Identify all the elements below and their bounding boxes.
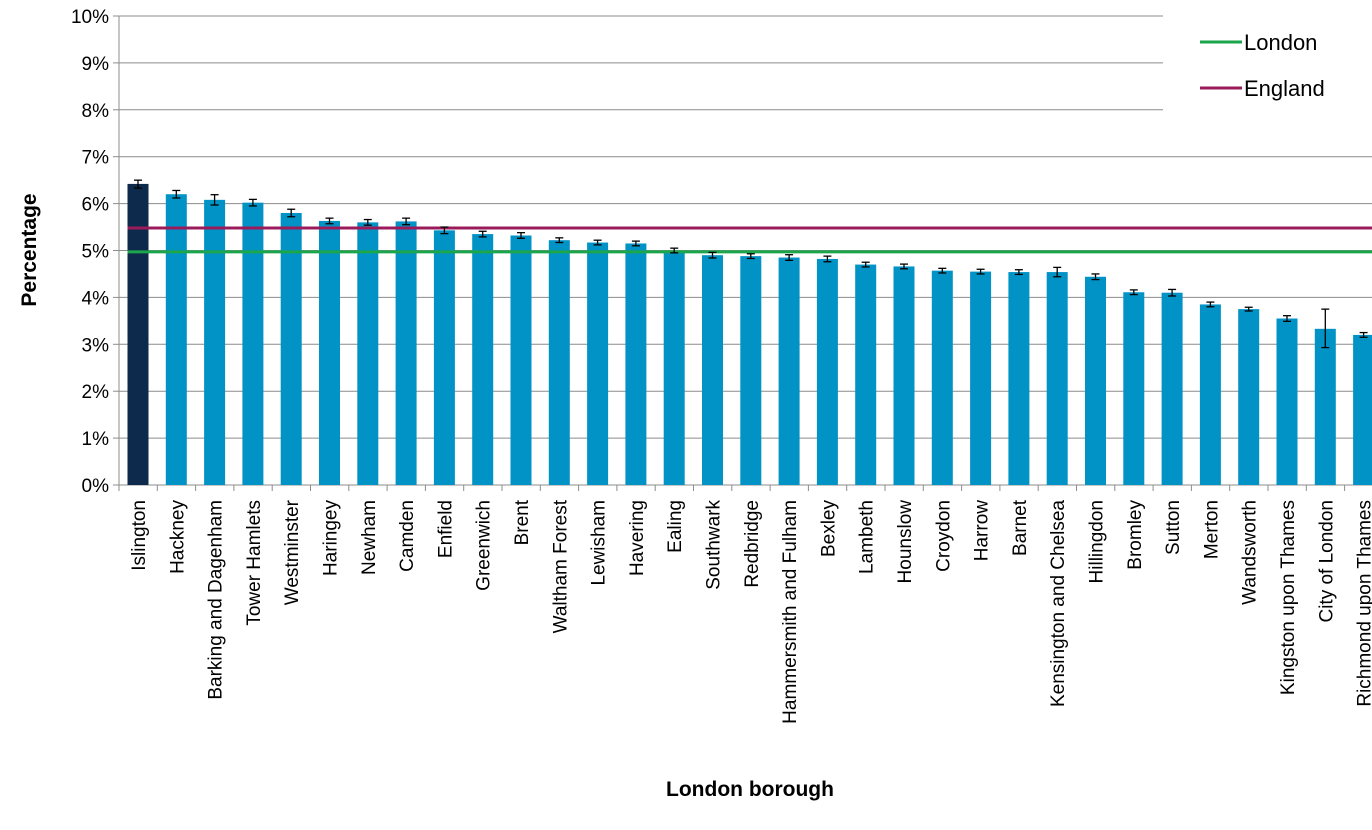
legend-label-london: London: [1244, 30, 1317, 55]
x-tick-label-westminster: Westminster: [282, 499, 303, 605]
x-tick-label-redbridge: Redbridge: [742, 500, 763, 588]
x-tick-label-hackney: Hackney: [167, 500, 188, 574]
y-tick-label: 4%: [82, 288, 110, 309]
y-tick-label: 1%: [82, 429, 110, 450]
x-tick-label-kensington-and-chelsea: Kensington and Chelsea: [1048, 500, 1069, 707]
x-tick-label-wandsworth: Wandsworth: [1240, 500, 1261, 605]
bar-barking-and-dagenham: [204, 200, 225, 485]
x-tick-label-richmond-upon-thames: Richmond upon Thames: [1355, 500, 1372, 707]
bar-lambeth: [855, 265, 876, 485]
x-tick-label-hillingdon: Hillingdon: [1087, 500, 1108, 583]
bar-lewisham: [587, 243, 608, 485]
bar-havering: [625, 243, 646, 485]
x-tick-label-hounslow: Hounslow: [895, 500, 916, 584]
x-tick-label-tower-hamlets: Tower Hamlets: [244, 500, 265, 626]
y-tick-label: 8%: [82, 101, 110, 122]
y-tick-label: 5%: [82, 242, 110, 263]
x-tick-label-lambeth: Lambeth: [857, 500, 878, 574]
x-tick-label-hammersmith-and-fulham: Hammersmith and Fulham: [780, 500, 801, 724]
x-axis-title: London borough: [666, 778, 834, 801]
bar-bromley: [1123, 292, 1144, 485]
x-tick-label-lewisham: Lewisham: [589, 500, 610, 586]
x-tick-label-newham: Newham: [359, 500, 380, 575]
bar-waltham-forest: [549, 240, 570, 485]
x-tick-label-enfield: Enfield: [435, 500, 456, 558]
x-tick-label-waltham-forest: Waltham Forest: [550, 499, 571, 633]
y-tick-label: 3%: [82, 335, 110, 356]
bar-tower-hamlets: [242, 203, 263, 485]
x-tick-label-merton: Merton: [1201, 500, 1222, 559]
bar-camden: [396, 221, 417, 485]
x-tick-label-ealing: Ealing: [665, 500, 686, 553]
x-tick-label-croydon: Croydon: [933, 500, 954, 572]
bar-bexley: [817, 259, 838, 485]
x-tick-label-greenwich: Greenwich: [474, 500, 495, 591]
x-tick-label-sutton: Sutton: [1163, 500, 1184, 555]
x-tick-label-kingston-upon-thames: Kingston upon Thames: [1278, 500, 1299, 695]
bar-wandsworth: [1238, 309, 1259, 485]
bar-hillingdon: [1085, 277, 1106, 485]
bar-ealing: [664, 251, 685, 486]
bar-haringey: [319, 221, 340, 485]
bar-enfield: [434, 230, 455, 485]
legend-label-england: England: [1244, 76, 1325, 101]
bar-harrow: [970, 272, 991, 485]
bar-hounslow: [894, 266, 915, 485]
x-tick-label-harrow: Harrow: [972, 500, 993, 562]
x-tick-label-brent: Brent: [512, 499, 533, 545]
x-tick-label-bexley: Bexley: [818, 500, 839, 558]
x-tick-label-barnet: Barnet: [1010, 499, 1031, 556]
x-tick-label-havering: Havering: [627, 500, 648, 576]
bar-greenwich: [472, 234, 493, 485]
x-tick-label-southwark: Southwark: [704, 500, 725, 590]
bar-westminster: [281, 213, 302, 485]
bar-redbridge: [740, 256, 761, 485]
y-axis-title: Percentage: [18, 193, 41, 306]
x-tick-label-islington: Islington: [129, 500, 150, 571]
y-tick-label: 6%: [82, 195, 110, 216]
bar-hackney: [166, 194, 187, 485]
x-tick-label-barking-and-dagenham: Barking and Dagenham: [206, 500, 227, 700]
bar-newham: [357, 222, 378, 485]
bar-brent: [511, 235, 532, 485]
y-tick-label: 9%: [82, 54, 110, 75]
y-tick-label: 0%: [82, 476, 110, 497]
x-tick-label-bromley: Bromley: [1125, 500, 1146, 570]
x-tick-label-city-of-london: City of London: [1316, 500, 1337, 623]
y-tick-label: 2%: [82, 382, 110, 403]
x-tick-label-camden: Camden: [397, 500, 418, 572]
bar-barnet: [1008, 272, 1029, 485]
bar-sutton: [1162, 293, 1183, 485]
bar-richmond-upon-thames: [1353, 335, 1372, 485]
bar-hammersmith-and-fulham: [779, 258, 800, 485]
bar-merton: [1200, 304, 1221, 485]
y-tick-label: 10%: [71, 7, 109, 28]
bar-city-of-london: [1315, 329, 1336, 485]
x-tick-label-haringey: Haringey: [321, 500, 342, 577]
bar-kensington-and-chelsea: [1047, 272, 1068, 485]
bar-southwark: [702, 255, 723, 485]
bar-kingston-upon-thames: [1277, 319, 1298, 485]
bar-croydon: [932, 271, 953, 485]
y-tick-label: 7%: [82, 148, 110, 169]
